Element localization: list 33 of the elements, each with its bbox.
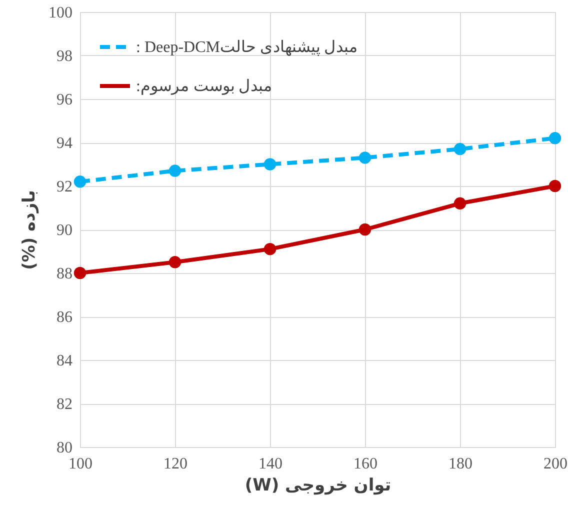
x-tick-label: 100: [68, 456, 92, 472]
x-tick-label: 180: [448, 456, 472, 472]
y-axis-title: بازده (%): [20, 190, 40, 270]
x-axis-title: توان خروجی (W): [244, 476, 392, 496]
x-tick-label: 140: [258, 456, 282, 472]
x-tick-label: 200: [544, 456, 568, 472]
y-tick-label: 94: [56, 135, 72, 152]
y-tick-label: 100: [48, 4, 72, 22]
y-tick-label: 98: [56, 48, 72, 65]
point: [74, 266, 86, 280]
y-tick-label: 96: [56, 92, 72, 108]
point: [358, 152, 372, 164]
point: [454, 197, 466, 210]
y-tick-label: 92: [56, 178, 72, 196]
point: [74, 176, 86, 188]
point: [264, 242, 276, 256]
y-tick-label: 84: [56, 352, 72, 370]
point: [454, 142, 466, 156]
y-tick-label: 86: [56, 309, 72, 326]
point: [358, 223, 372, 236]
legend-label: مبدل پیشنهادی حالتDeep-DCM :: [136, 39, 358, 56]
legend-label: مبدل بوست مرسوم:: [136, 78, 272, 95]
y-tick-label: 80: [56, 440, 72, 456]
point: [264, 158, 276, 170]
point: [168, 256, 182, 268]
x-tick-label: 120: [164, 456, 188, 472]
point: [168, 164, 182, 177]
point: [548, 132, 562, 144]
point: [548, 180, 562, 192]
x-tick-label: 160: [354, 456, 378, 472]
y-tick-label: 88: [56, 266, 72, 282]
y-tick-label: 82: [56, 396, 72, 413]
y-tick-label: 90: [56, 222, 72, 239]
